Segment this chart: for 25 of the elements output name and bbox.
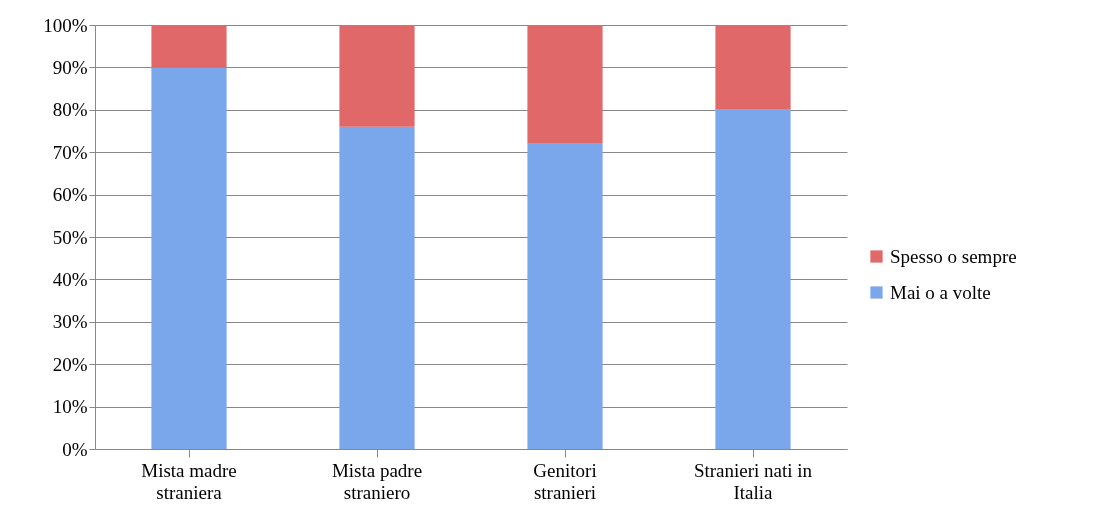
bar [339, 126, 415, 449]
y-tick-label: 70% [52, 141, 88, 163]
x-tick-label: Mista padre straniero [331, 459, 423, 503]
x-tick-label: Mista madre straniera [141, 459, 237, 503]
y-tick-label: 90% [52, 56, 88, 78]
bar [151, 67, 227, 449]
y-tick-label: 80% [52, 99, 88, 121]
legend-label: Mai o a volte [890, 281, 991, 303]
y-tick-label: 50% [52, 226, 88, 248]
bar [715, 109, 791, 449]
y-tick-label: 60% [52, 184, 88, 206]
legend-label: Spesso o sempre [890, 245, 1017, 267]
y-tick-label: 0% [62, 438, 88, 460]
bar [151, 25, 227, 68]
bar [715, 25, 791, 110]
x-tick-label: Stranieri nati in Italia [693, 459, 813, 503]
x-tick-label: Genitori stranieri [533, 459, 597, 503]
y-tick-label: 40% [52, 268, 88, 290]
y-tick-label: 100% [43, 14, 88, 36]
y-tick-label: 20% [52, 353, 88, 375]
y-tick-label: 30% [52, 311, 88, 333]
bar [527, 25, 603, 144]
bar [339, 25, 415, 127]
bar [527, 143, 603, 449]
y-tick-label: 10% [52, 396, 88, 418]
